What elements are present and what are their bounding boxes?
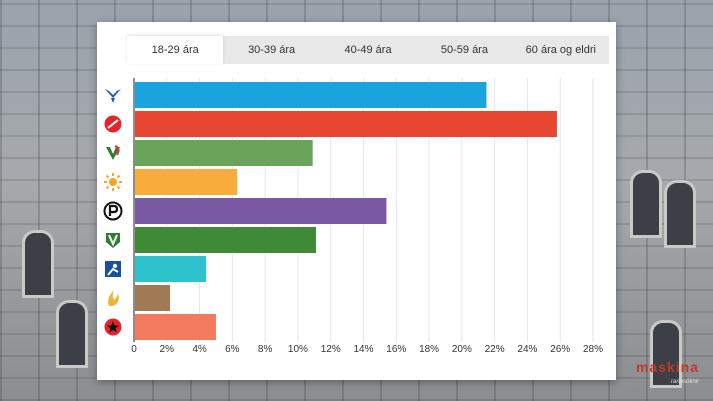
star-icon [104,318,122,336]
bar-chart: 0 2% 4% 6% 8% 10% 12% 14% 16% 18% 20% 22% 24% 26% 28% [131,78,603,355]
x-tick-label: 14% [353,344,373,355]
figure-icon [105,261,121,277]
bar [135,198,387,224]
background-window [630,170,662,238]
x-tick-label: 4% [192,344,207,355]
x-tick-label: 18% [419,344,439,355]
bar [135,111,557,137]
x-tick-label: 22% [485,344,505,355]
x-tick-label: 10% [288,344,308,355]
brand-logo: maskina [635,359,699,375]
tab-40-49[interactable]: 40-49 ára [344,44,392,56]
x-tick-label: 26% [550,344,570,355]
brand-tagline: rannsóknir [670,379,699,385]
x-tick-label: 2% [160,344,175,355]
wheat-sheaf-icon [106,233,120,248]
background-window [664,180,696,248]
bar [135,256,207,282]
x-tick-label: 16% [386,344,406,355]
x-tick-label: 0 [131,344,137,355]
flame-icon [108,290,119,306]
tab-30-39[interactable]: 30-39 ára [248,44,296,56]
pirate-icon [103,201,123,221]
x-tick-label: 12% [321,344,341,355]
x-tick-label: 20% [452,344,472,355]
sun-icon [104,173,122,191]
falcon-icon [105,89,121,103]
chart-panel: 18-29 ára 30-39 ára 40-49 ára 50-59 ára … [97,22,616,380]
background-window [56,300,88,368]
background-window [22,230,54,298]
rose-icon [104,115,122,133]
bar [135,285,171,311]
tab-50-59[interactable]: 50-59 ára [440,44,488,56]
bar [135,82,487,108]
x-tick-label: 6% [225,344,240,355]
age-group-tabs: 18-29 ára 30-39 ára 40-49 ára 50-59 ára … [127,36,609,64]
background-window [650,320,682,388]
bar [135,140,313,166]
bar [135,314,216,340]
x-tick-label: 8% [258,344,273,355]
x-tick-label: 24% [517,344,537,355]
bar [135,227,316,253]
tab-18-29[interactable]: 18-29 ára [127,36,224,64]
bar [135,169,238,195]
v-leaf-icon [106,145,120,160]
tab-60-plus[interactable]: 60 ára og eldri [525,44,596,56]
x-tick-label: 28% [583,344,603,355]
